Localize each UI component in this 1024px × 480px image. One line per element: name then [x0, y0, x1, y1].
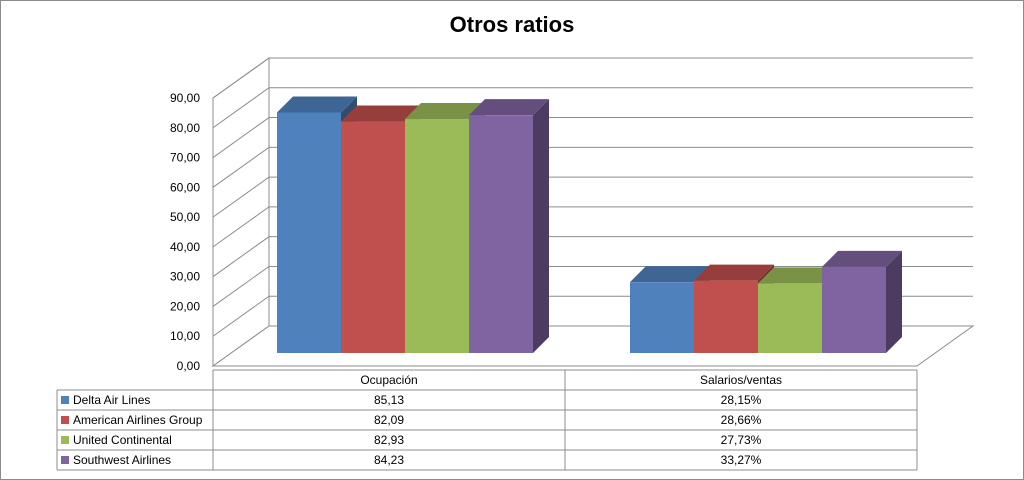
y-tick-label: 50,00 — [170, 210, 200, 224]
bar-top — [822, 250, 902, 267]
bar — [630, 282, 694, 353]
gridline — [212, 87, 973, 129]
bar — [405, 119, 469, 353]
gridline — [212, 117, 973, 158]
side-wall — [212, 57, 270, 367]
data-label: 82,09 — [374, 413, 404, 427]
bar-top — [341, 105, 421, 122]
bar — [277, 112, 341, 354]
gridline — [212, 206, 973, 248]
bar — [694, 280, 758, 353]
legend-key — [61, 396, 69, 404]
bar-side — [886, 250, 902, 353]
bar-top — [758, 267, 838, 284]
y-tick-label: 10,00 — [170, 329, 200, 343]
y-tick-label: 90,00 — [170, 91, 200, 105]
gridline — [212, 57, 973, 99]
legend-key — [61, 456, 69, 464]
bar-top — [694, 264, 774, 281]
data-label: 82,93 — [374, 433, 404, 447]
bar-side — [533, 99, 549, 353]
data-label: 33,27% — [721, 453, 762, 467]
data-label: 84,23 — [374, 453, 404, 467]
chart-title: Otros ratios — [449, 12, 575, 37]
data-label: 27,73% — [721, 433, 762, 447]
series-name: Delta Air Lines — [73, 393, 150, 407]
legend-key — [61, 436, 69, 444]
bar-top — [630, 266, 710, 283]
gridline — [212, 146, 973, 188]
bar-top — [277, 96, 357, 113]
gridline — [212, 236, 973, 278]
y-tick-label: 30,00 — [170, 270, 200, 284]
category-header: Salarios/ventas — [700, 373, 782, 387]
category-header: Ocupación — [360, 373, 417, 387]
series-name: United Continental — [73, 433, 172, 447]
data-label: 85,13 — [374, 393, 404, 407]
data-label: 28,66% — [721, 413, 762, 427]
gridline — [212, 176, 973, 218]
y-tick-label: 80,00 — [170, 121, 200, 135]
bar — [469, 115, 533, 353]
y-tick-label: 60,00 — [170, 180, 200, 194]
bar — [341, 121, 405, 353]
y-tick-label: 70,00 — [170, 151, 200, 165]
bar — [758, 283, 822, 353]
series-name: Southwest Airlines — [73, 453, 171, 467]
series-name: American Airlines Group — [73, 413, 203, 427]
bar-top — [469, 99, 549, 116]
y-tick-label: 40,00 — [170, 240, 200, 254]
bar — [822, 266, 886, 353]
bar-top — [405, 103, 485, 120]
legend-key — [61, 416, 69, 424]
y-tick-label: 0,00 — [177, 359, 201, 373]
y-tick-label: 20,00 — [170, 299, 200, 313]
data-label: 28,15% — [721, 393, 762, 407]
